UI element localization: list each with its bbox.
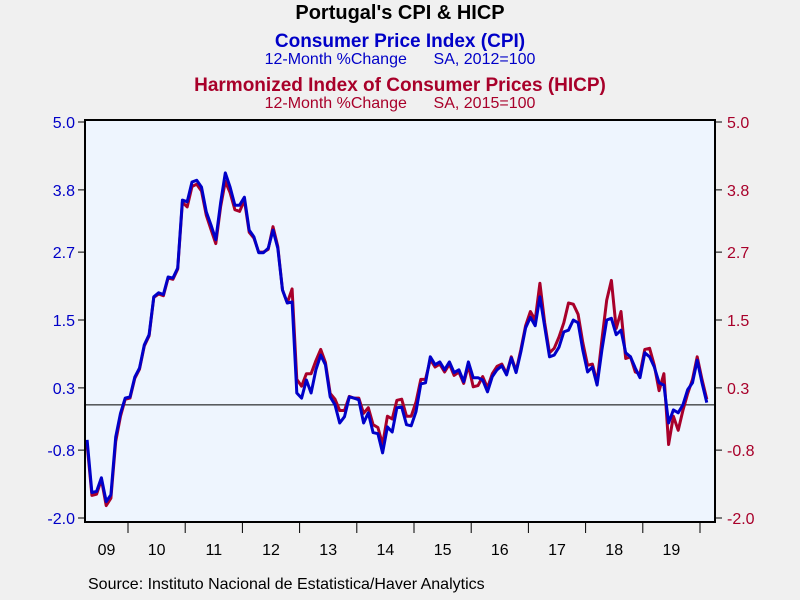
y-tick-label-right: -0.8: [727, 443, 755, 460]
cpi-line: [85, 171, 709, 504]
y-tick-label-left: -0.8: [47, 443, 75, 460]
x-tick-label: 13: [319, 542, 337, 559]
y-tick-label-left: 3.8: [53, 183, 75, 200]
y-tick-label-left: 0.3: [53, 381, 75, 398]
cpi-series-title: Consumer Price Index (CPI): [274, 31, 526, 52]
x-tick-label: 12: [262, 542, 280, 559]
x-tick-label: 09: [98, 542, 116, 559]
y-tick-label-right: 2.7: [727, 245, 749, 262]
plot-frame: [84, 119, 716, 523]
hicp-series-detail: 12-Month %Change SA, 2015=100: [264, 95, 536, 112]
x-tick-label: 18: [605, 542, 623, 559]
y-tick-label-right: 5.0: [727, 115, 749, 132]
y-tick-label-right: 0.3: [727, 381, 749, 398]
y-tick-label-right: 1.5: [727, 313, 749, 330]
y-tick-label-left: -2.0: [47, 511, 75, 528]
x-tick-label: 17: [548, 542, 566, 559]
x-tick-label: 16: [491, 542, 509, 559]
x-tick-label: 11: [205, 542, 222, 559]
y-tick-label-left: 1.5: [53, 313, 75, 330]
chart-title: Portugal's CPI & HICP: [295, 2, 505, 24]
x-tick-label: 19: [663, 542, 681, 559]
x-tick-label: 10: [148, 542, 166, 559]
y-tick-label-right: 3.8: [727, 183, 749, 200]
x-tick-label: 15: [434, 542, 452, 559]
source-note: Source: Instituto Nacional de Estatistic…: [88, 576, 485, 593]
x-tick-label: 14: [377, 542, 395, 559]
y-tick-label-right: -2.0: [727, 511, 755, 528]
hicp-series-title: Harmonized Index of Consumer Prices (HIC…: [194, 75, 606, 96]
y-tick-label-left: 5.0: [53, 115, 75, 132]
cpi-series-detail: 12-Month %Change SA, 2012=100: [264, 51, 536, 68]
y-tick-label-left: 2.7: [53, 245, 75, 262]
